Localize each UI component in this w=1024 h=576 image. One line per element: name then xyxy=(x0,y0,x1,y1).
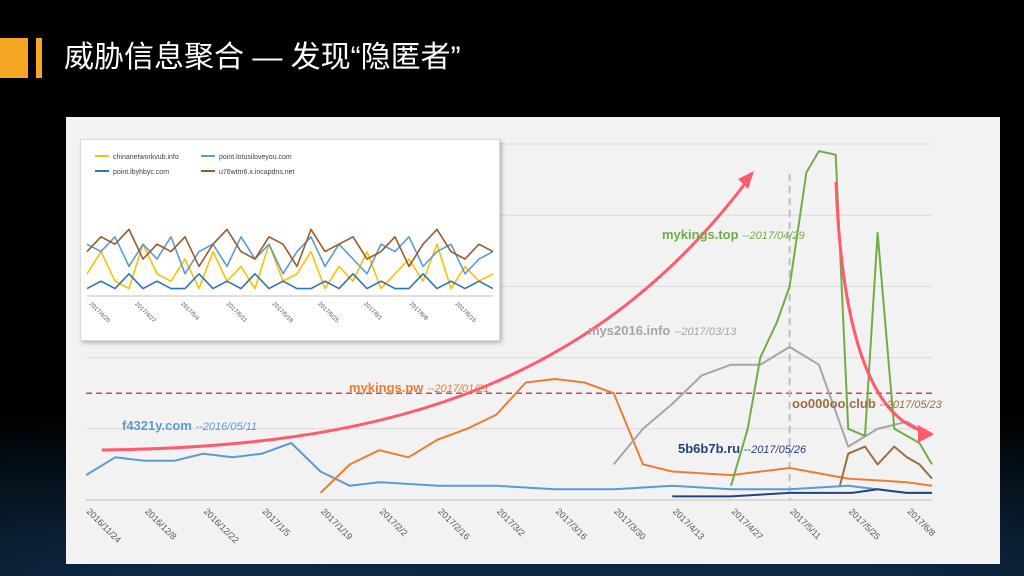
annotation-name: mykings.pw xyxy=(349,380,424,395)
x-tick-label: 2016/12/8 xyxy=(143,506,178,541)
annotation-date: --2017/01/21 xyxy=(427,383,490,395)
inset-chart: chinanetworkvub.info point.lotusiloveyou.… xyxy=(80,139,500,341)
annotation-name: f4321y.com xyxy=(122,418,192,433)
annotation-f4321y: f4321y.com --2016/05/11 xyxy=(122,418,257,433)
annotation-name: 5b6b7b.ru xyxy=(678,441,741,456)
inset-line-chart: chinanetworkvub.info point.lotusiloveyou.… xyxy=(86,154,494,325)
trend-arrow-rising-head xyxy=(738,171,754,189)
annotation-date: --2017/03/13 xyxy=(674,326,737,338)
slide-title: 威胁信息聚合 — 发现“隐匿者” xyxy=(64,41,461,74)
inset-x-tick-label: 2017/5/4 xyxy=(179,301,200,322)
x-tick-label: 2017/3/16 xyxy=(554,506,589,541)
series-line-oo000oo-club xyxy=(838,445,933,487)
x-tick-label: 2017/1/19 xyxy=(319,506,354,541)
inset-x-tick-label: 2017/4/27 xyxy=(133,301,157,325)
inset-x-tick-label: 2017/6/8 xyxy=(408,301,429,322)
title-accent-bar xyxy=(0,38,28,78)
inset-x-tick-label: 2017/6/15 xyxy=(454,301,478,325)
x-tick-label: 2017/3/2 xyxy=(495,506,527,538)
annotation-mykings-pw: mykings.pw --2017/01/21 xyxy=(349,380,489,395)
annotation-name: mys2016.info xyxy=(588,323,671,338)
annotation-mykings-top: mykings.top --2017/04/29 xyxy=(662,227,805,242)
annotation-date: --2017/04/29 xyxy=(742,230,805,242)
series-line-mykings-pw xyxy=(319,378,933,494)
x-tick-label: 2017/4/27 xyxy=(730,506,765,541)
x-tick-label: 2017/6/8 xyxy=(905,506,937,538)
x-tick-label: 2017/4/13 xyxy=(671,506,706,541)
x-tick-label: 2017/5/25 xyxy=(847,506,882,541)
title-accent-bar-thin xyxy=(36,38,42,78)
inset-series-line-point-lotusiloveyou-com xyxy=(86,236,494,275)
trend-arrow-rising xyxy=(101,176,752,452)
legend-label: point.lbyhbyc.com xyxy=(113,169,169,176)
legend-label: u76wtm6.x.incapdns.net xyxy=(219,169,295,176)
inset-x-tick-label: 2017/4/20 xyxy=(88,301,112,325)
annotation-date: --2017/05/26 xyxy=(743,444,807,456)
series-line-5b6b7b-ru xyxy=(672,488,932,498)
series-line-mykings-top xyxy=(730,150,933,487)
inset-x-tick-label: 2017/5/18 xyxy=(271,301,295,325)
inset-series-line-u76wtm6-x-incapdns-net xyxy=(86,228,494,268)
x-tick-label: 2017/3/30 xyxy=(612,506,647,541)
inset-x-tick-label: 2017/6/1 xyxy=(362,301,383,322)
annotation-date: --2017/05/23 xyxy=(879,399,942,411)
series-line-f4321y-com xyxy=(85,442,932,494)
annotation-date: --2016/05/11 xyxy=(195,421,258,433)
annotation-name: oo000oo.club xyxy=(792,396,876,411)
inset-x-tick-label: 2017/5/25 xyxy=(316,301,340,325)
series-line-mys2016-info xyxy=(612,345,933,466)
x-tick-label: 2017/5/11 xyxy=(788,506,823,541)
legend-label: chinanetworkvub.info xyxy=(113,154,179,161)
annotation-5b6b7b: 5b6b7b.ru --2017/05/26 xyxy=(678,441,806,456)
trend-arrow-falling-head xyxy=(918,425,934,443)
trend-arrow-falling xyxy=(834,181,927,434)
annotation-mys2016: mys2016.info --2017/03/13 xyxy=(588,323,736,338)
inset-series-line-chinanetworkvub-info xyxy=(86,243,494,290)
x-tick-label: 2017/2/16 xyxy=(436,506,471,541)
annotation-name: mykings.top xyxy=(662,227,739,242)
main-chart-panel: 2016/11/24 2016/12/8 2016/12/22 2017/1/5 201… xyxy=(66,117,1000,564)
legend-label: point.lotusiloveyou.com xyxy=(219,154,292,161)
x-tick-label: 2016/12/22 xyxy=(202,506,241,545)
inset-series-line-point-lbyhbyc-com xyxy=(86,273,494,290)
annotation-oo000oo: oo000oo.club --2017/05/23 xyxy=(792,396,942,411)
x-tick-label: 2016/11/24 xyxy=(85,506,123,544)
x-tick-label: 2017/2/2 xyxy=(378,506,410,538)
inset-x-tick-label: 2017/5/11 xyxy=(225,301,248,324)
x-tick-label: 2017/1/5 xyxy=(260,506,292,538)
